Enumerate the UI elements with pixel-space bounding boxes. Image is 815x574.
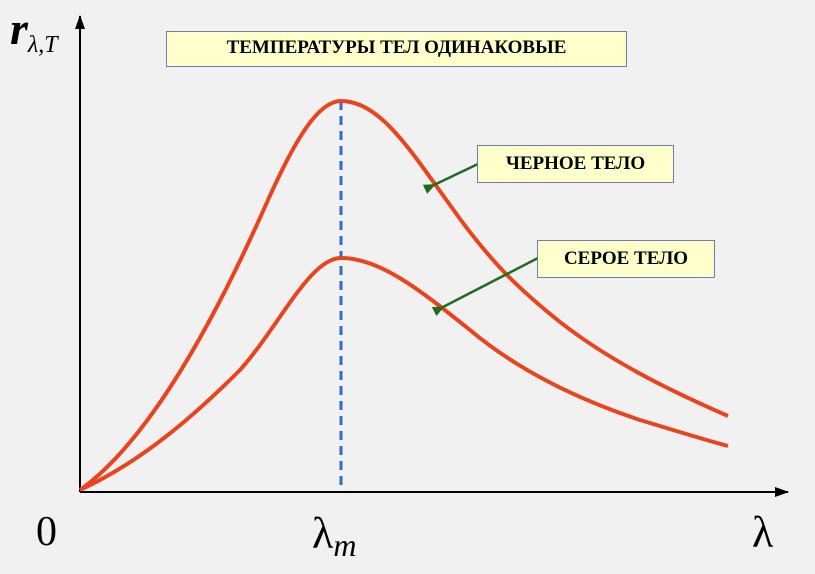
title-box: ТЕМПЕРАТУРЫ ТЕЛ ОДИНАКОВЫЕ <box>166 31 627 67</box>
peak-symbol: λ <box>312 509 334 558</box>
grey-body-label: СЕРОЕ ТЕЛО <box>537 240 715 278</box>
peak-subscript: m <box>333 527 357 563</box>
y-axis-symbol: r <box>10 3 28 54</box>
peak-wavelength-label: λm <box>312 509 357 563</box>
y-axis-label: rλ,T <box>10 3 58 58</box>
grey-body-label-text: СЕРОЕ ТЕЛО <box>563 248 689 269</box>
title-text: ТЕМПЕРАТУРЫ ТЕЛ ОДИНАКОВЫЕ <box>226 37 567 58</box>
origin-label: 0 <box>36 509 57 555</box>
black-body-curve <box>78 98 729 492</box>
grey-body-arrow <box>431 256 539 317</box>
grey-body-curve <box>79 255 729 492</box>
black-body-label: ЧЕРНОЕ ТЕЛО <box>477 145 674 183</box>
black-body-label-text: ЧЕРНОЕ ТЕЛО <box>505 153 646 174</box>
x-axis-label: λ <box>752 508 774 557</box>
y-axis-subscript: λ,T <box>27 32 58 58</box>
black-body-arrow <box>422 161 481 194</box>
